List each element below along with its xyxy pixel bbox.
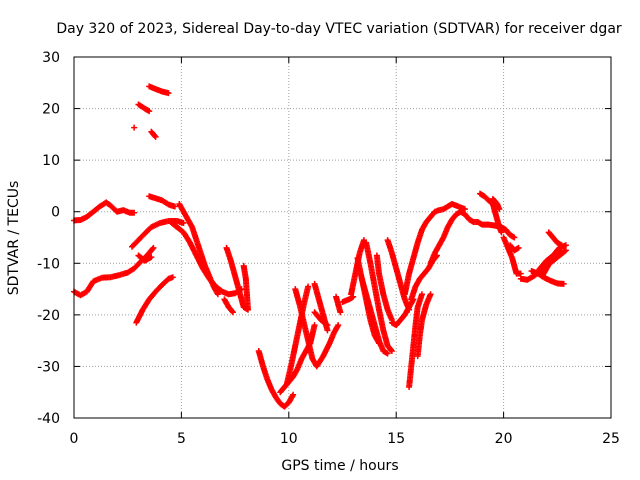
data-point	[146, 108, 153, 115]
data-point	[240, 262, 247, 269]
data-point	[427, 291, 434, 298]
data-point	[561, 248, 568, 255]
y-tick-label: -10	[37, 256, 60, 272]
data-point	[214, 291, 221, 298]
x-tick-label: 5	[177, 431, 186, 447]
data-point	[171, 203, 178, 210]
data-point	[555, 248, 562, 255]
y-tick-label: 0	[51, 205, 60, 221]
data-point	[498, 229, 505, 236]
grid-lines	[74, 57, 611, 418]
data-point	[418, 291, 425, 298]
data-point	[461, 206, 468, 213]
x-axis-label: GPS time / hours	[281, 458, 398, 474]
data-point	[149, 245, 156, 252]
x-tick-labels: 0 5 10 15 20 25	[70, 431, 620, 447]
y-tick-label: 30	[42, 50, 60, 66]
x-tick-label: 10	[280, 431, 298, 447]
data-point	[337, 309, 344, 316]
data-point	[148, 254, 155, 261]
data-point	[515, 244, 522, 251]
data-point	[388, 347, 395, 354]
data-point	[290, 391, 297, 398]
data-point	[562, 247, 569, 254]
data-point	[335, 322, 342, 329]
data-points	[71, 83, 569, 410]
data-point	[305, 283, 312, 290]
y-tick-label: -30	[37, 359, 60, 375]
data-point	[165, 90, 172, 97]
y-tick-labels: -40 -30 -20 -10 0 10 20 30	[37, 50, 60, 427]
data-point	[229, 308, 236, 315]
data-point	[558, 242, 565, 249]
data-point	[152, 133, 159, 140]
x-tick-label: 20	[495, 431, 513, 447]
y-tick-label: -20	[37, 308, 60, 324]
y-tick-label: -40	[37, 411, 60, 427]
data-point	[324, 327, 331, 334]
data-point	[131, 209, 138, 216]
data-point	[169, 274, 176, 281]
data-point	[388, 346, 395, 353]
y-tick-label: 20	[42, 102, 60, 118]
x-tick-label: 15	[387, 431, 405, 447]
data-point	[560, 280, 567, 287]
data-point	[517, 270, 524, 277]
data-point	[496, 206, 503, 213]
x-tick-label: 25	[602, 431, 620, 447]
data-point	[229, 309, 236, 316]
plot-area	[74, 57, 611, 418]
x-tick-label: 0	[70, 431, 79, 447]
data-point	[311, 322, 318, 329]
data-point	[384, 350, 391, 357]
y-axis-label: SDTVAR / TECUs	[6, 181, 22, 296]
y-tick-label: 10	[42, 153, 60, 169]
data-point	[131, 124, 138, 131]
data-point	[151, 132, 158, 139]
chart-title: Day 320 of 2023, Sidereal Day-to-day VTE…	[56, 21, 622, 37]
data-point	[180, 220, 187, 227]
axis-ticks	[73, 56, 612, 419]
plot-border	[73, 56, 612, 419]
data-point	[150, 244, 157, 251]
data-point	[556, 247, 563, 254]
data-point	[511, 234, 518, 241]
